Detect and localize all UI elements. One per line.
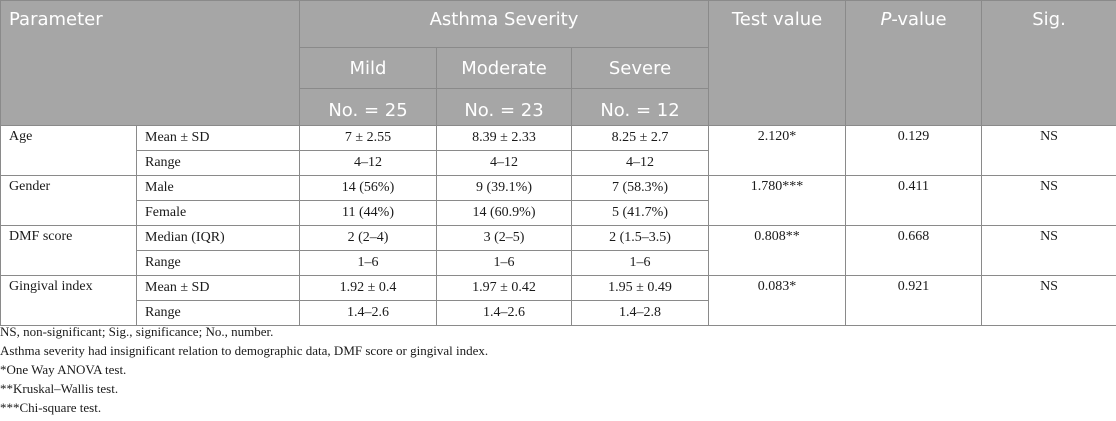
footnote-abbreviations: NS, non-significant; Sig., significance;… [0,324,274,339]
stat-label: Mean ± SD [136,125,300,151]
footnote-chi-square: ***Chi-square test. [0,400,102,415]
value-moderate: 8.39 ± 2.33 [436,125,572,151]
sig-cell: NS [981,175,1116,226]
footnote-kruskal-wallis: **Kruskal–Wallis test. [0,381,119,396]
stat-label: Male [136,175,300,201]
test-value-cell: 0.083* [708,275,847,326]
table-row: Female 11 (44%) 14 (60.9%) 5 (41.7%) [1,200,1116,226]
table-row: Gender Male 14 (56%) 9 (39.1%) 7 (58.3%)… [0,175,1116,226]
p-value-cell: 0.129 [845,125,983,176]
header-parameter: Parameter [0,0,300,126]
value-severe: 2 (1.5–3.5) [570,225,710,251]
test-value-cell: 1.780*** [708,175,847,226]
table-row: DMF score Median (IQR) 2 (2–4) 3 (2–5) 2… [0,225,1116,276]
value-severe: 5 (41.7%) [570,200,710,226]
header-p-italic: P [880,9,892,30]
header-p-value: P-value [845,0,983,126]
table-row: Gingival index Mean ± SD 1.92 ± 0.4 1.97… [0,275,1116,326]
footnote-anova: *One Way ANOVA test. [0,362,127,377]
value-moderate: 1.97 ± 0.42 [436,275,572,301]
value-mild: 7 ± 2.55 [299,125,437,151]
value-mild: 1.4–2.6 [299,300,437,326]
value-severe: 1.95 ± 0.49 [570,275,710,301]
stat-label: Median (IQR) [136,225,300,251]
param-cell: Age [0,125,137,176]
value-moderate: 3 (2–5) [436,225,572,251]
value-mild: 2 (2–4) [299,225,437,251]
value-severe: 1.4–2.8 [570,300,710,326]
header-asthma-severity: Asthma Severity [298,0,710,48]
header-sig: Sig. [981,0,1116,126]
value-moderate: 1–6 [436,250,572,276]
param-cell: DMF score [0,225,137,276]
param-cell: Gingival index [0,275,137,326]
sig-cell: NS [981,275,1116,326]
sig-cell: NS [981,225,1116,276]
table-row: Age Mean ± SD 7 ± 2.55 8.39 ± 2.33 8.25 … [0,125,1116,176]
p-value-cell: 0.668 [845,225,983,276]
header-n-moderate: No. = 23 [436,88,572,126]
table-footnotes: NS, non-significant; Sig., significance;… [0,322,488,417]
value-mild: 4–12 [299,150,437,176]
value-moderate: 4–12 [436,150,572,176]
value-mild: 1.92 ± 0.4 [299,275,437,301]
test-value-cell: 2.120* [708,125,847,176]
value-moderate: 9 (39.1%) [436,175,572,201]
header-p-rest: -value [891,9,947,30]
test-value-cell: 0.808** [708,225,847,276]
sig-cell: NS [981,125,1116,176]
table-row: Range 1.4–2.6 1.4–2.6 1.4–2.8 [1,300,1116,326]
value-moderate: 14 (60.9%) [436,200,572,226]
stat-label: Range [136,250,300,276]
table-row: Range 4–12 4–12 4–12 [1,150,1116,176]
p-value-cell: 0.411 [845,175,983,226]
value-severe: 1–6 [570,250,710,276]
results-table: Parameter Asthma Severity Test value P-v… [0,0,1116,326]
header-group-mild: Mild [299,47,437,89]
header-n-mild: No. = 25 [299,88,437,126]
value-mild: 11 (44%) [299,200,437,226]
value-mild: 1–6 [299,250,437,276]
header-test-value: Test value [708,0,847,126]
footnote-summary: Asthma severity had insignificant relati… [0,343,489,358]
value-severe: 8.25 ± 2.7 [570,125,710,151]
value-moderate: 1.4–2.6 [436,300,572,326]
value-severe: 4–12 [570,150,710,176]
stat-label: Range [136,300,300,326]
table-row: Range 1–6 1–6 1–6 [1,250,1116,276]
stat-label: Female [136,200,300,226]
header-n-severe: No. = 12 [570,88,710,126]
param-cell: Gender [0,175,137,226]
header-group-moderate: Moderate [436,47,572,89]
stat-label: Mean ± SD [136,275,300,301]
p-value-cell: 0.921 [845,275,983,326]
header-group-severe: Severe [570,47,710,89]
value-mild: 14 (56%) [299,175,437,201]
value-severe: 7 (58.3%) [570,175,710,201]
stat-label: Range [136,150,300,176]
